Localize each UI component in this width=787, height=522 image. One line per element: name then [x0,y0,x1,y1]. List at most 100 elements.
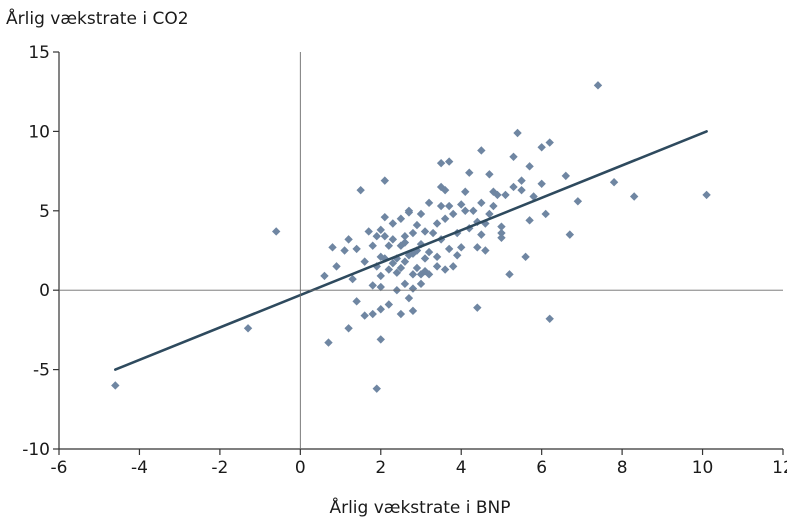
data-point [388,219,398,228]
data-point [412,220,422,230]
data-point [412,263,422,273]
y-tick-label: 15 [28,43,50,63]
data-point [416,209,426,219]
x-tick-label: -4 [131,458,148,478]
data-point [396,214,406,223]
data-point [380,232,389,241]
data-point [384,300,394,309]
data-point [457,200,466,209]
data-point [541,209,550,219]
data-point [440,214,450,223]
data-point [473,243,482,252]
data-point [428,228,438,238]
data-point [493,190,502,200]
data-point [609,178,619,187]
tick-labels: -10 -5 0 5 10 15 -6 -4 -2 0 2 4 6 8 10 12 [22,43,787,478]
data-point [481,219,490,228]
data-point [505,270,514,279]
data-point [444,201,454,211]
data-point [340,246,349,255]
data-point [352,244,361,254]
data-point [408,270,418,279]
data-point [517,176,526,185]
data-point [408,306,418,316]
data-point [432,262,442,271]
data-point [368,281,377,290]
data-point [380,176,389,185]
data-point [396,309,406,319]
data-point [513,128,522,138]
data-point [485,170,494,179]
data-point [485,209,494,219]
data-point [440,265,450,274]
data-point [436,201,446,211]
data-point [376,335,385,344]
data-point [481,246,490,255]
data-point [444,244,454,254]
x-tick-label: 12 [772,458,787,478]
data-point [384,241,394,250]
x-tick-label: 4 [456,458,467,478]
data-point [243,324,253,333]
data-point [432,219,442,228]
y-tick-label: 5 [39,202,50,222]
data-point [473,303,482,312]
data-point [364,227,373,236]
data-point [573,197,583,206]
data-point [593,81,603,90]
data-point [424,247,434,257]
data-point [424,198,434,208]
data-point [372,232,381,241]
x-tick-label: 8 [617,458,628,478]
data-point [448,209,458,219]
data-point [368,309,377,319]
data-point [420,227,430,236]
data-point [469,206,478,215]
x-tick-label: 2 [375,458,386,478]
data-point [525,216,534,225]
axes [53,51,784,455]
data-point [517,185,526,195]
data-point [537,179,546,189]
data-point [352,297,361,306]
data-point [324,338,333,347]
data-point [348,274,357,284]
x-tick-label: 6 [536,458,547,478]
data-point [497,222,506,231]
data-point [489,201,498,211]
data-point [629,192,639,201]
data-point [501,190,510,200]
data-point [328,243,337,252]
data-point [420,254,430,263]
y-axis-title: Årlig vækstrate i CO2 [6,7,189,29]
data-point [444,157,454,166]
data-point [111,381,120,390]
data-point [440,185,450,195]
data-point [565,230,575,239]
y-tick-label: 0 [39,281,50,301]
data-point [384,265,394,274]
data-point [509,152,518,162]
data-point [344,324,353,333]
data-point [457,243,466,252]
data-point [477,146,486,155]
data-point [332,262,341,271]
data-point [344,235,353,244]
data-point [372,384,381,393]
x-tick-label: -2 [211,458,228,478]
data-point [388,259,398,268]
y-tick-label: -10 [22,440,50,460]
data-point [497,233,506,242]
data-point [376,271,385,281]
data-point [561,171,570,181]
y-tick-label: -5 [33,361,50,381]
data-point [408,228,418,238]
data-point [436,158,446,168]
data-point [356,185,365,195]
data-point [392,254,402,263]
data-point [424,270,434,279]
data-point [404,293,414,303]
data-point [360,257,369,266]
data-point [529,192,538,201]
